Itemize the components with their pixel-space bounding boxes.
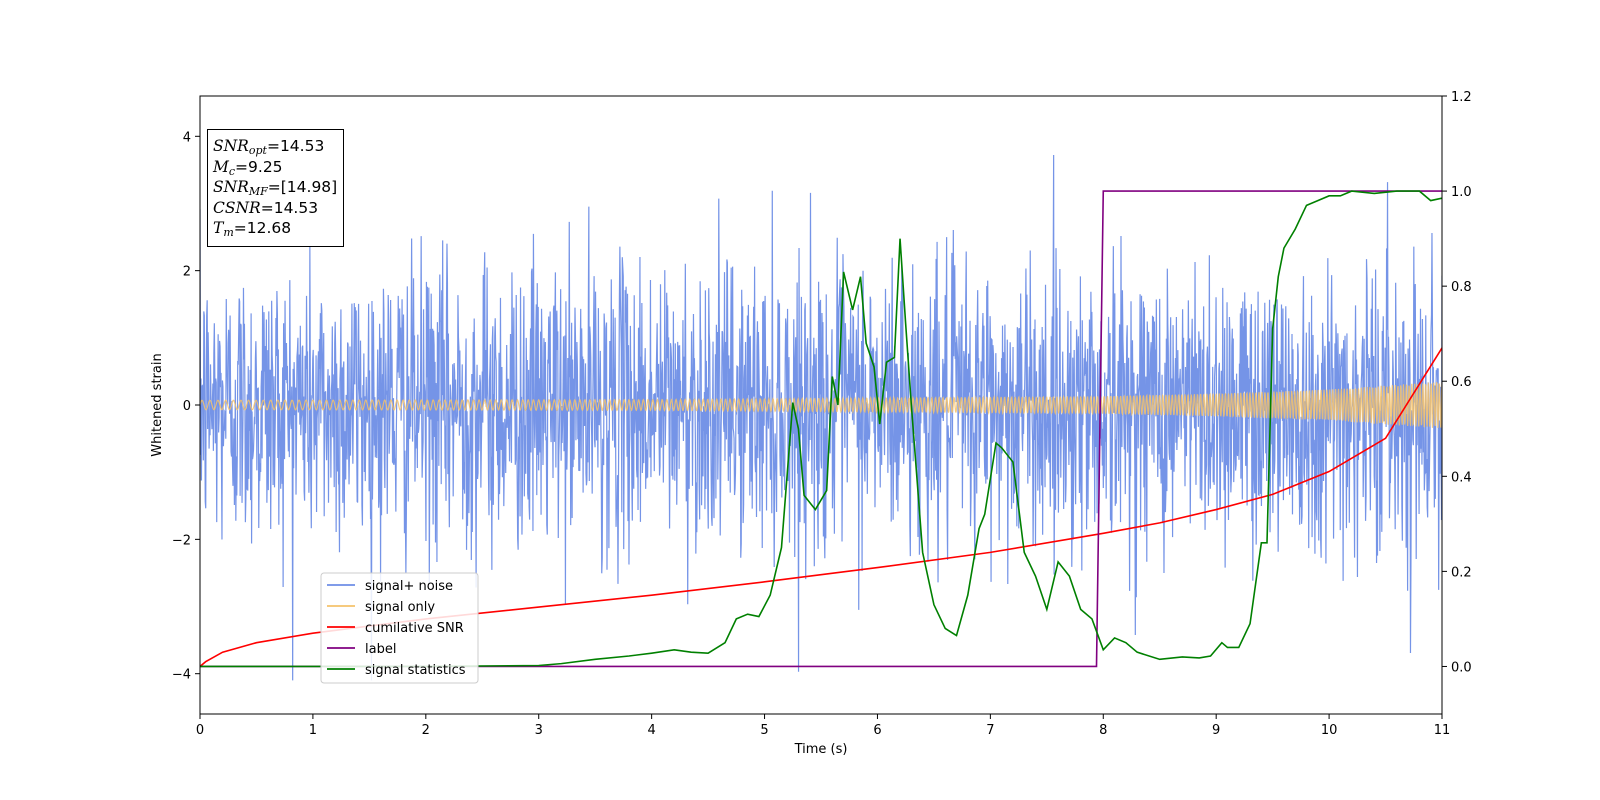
y-tick-label: 2 (183, 265, 191, 280)
y-tick-label: −2 (172, 533, 191, 548)
x-tick-label: 6 (873, 723, 881, 738)
x-axis: 0 1 2 3 4 5 6 7 8 9 10 11 (196, 714, 1450, 738)
annotation-box: SNRopt=14.53 Mc=9.25 SNRMF=[14.98] CSNR=… (207, 129, 344, 247)
series-signal-noise (200, 155, 1442, 681)
annotation-csnr: CSNR=14.53 (213, 198, 319, 217)
legend-label: label (365, 642, 396, 657)
y2-tick-label: 0.4 (1451, 470, 1472, 485)
series-label (200, 190, 1442, 668)
annotation-tm: Tm=12.68 (213, 219, 292, 239)
y2-tick-label: 0.2 (1451, 565, 1472, 580)
legend: signal+ noise signal only cumilative SNR la… (320, 572, 479, 684)
series-signal-only (200, 381, 1442, 429)
legend-label: signal only (365, 600, 435, 615)
annotation-mc: Mc=9.25 (213, 157, 283, 178)
y2-tick-label: 1.0 (1451, 185, 1472, 200)
y2-tick-label: 0.6 (1451, 375, 1472, 390)
legend-box (320, 572, 479, 684)
legend-label: signal statistics (365, 663, 466, 678)
x-tick-label: 0 (196, 723, 204, 738)
y2-tick-label: 0.8 (1451, 280, 1472, 295)
x-tick-label: 7 (986, 723, 994, 738)
y2-tick-label: 1.2 (1451, 90, 1472, 105)
legend-label: cumilative SNR (365, 621, 464, 636)
x-tick-label: 10 (1321, 723, 1338, 738)
annotation-snr-opt: SNRopt=14.53 (213, 137, 325, 157)
y-tick-label: 4 (183, 130, 191, 145)
x-tick-label: 1 (309, 723, 317, 738)
annotation-snr-mf: SNRMF=[14.98] (213, 178, 338, 198)
series-cumulative-snr (200, 347, 1442, 668)
noise-series-layer (200, 155, 1442, 681)
x-tick-label: 4 (647, 723, 655, 738)
x-axis-label: Time (s) (794, 742, 848, 757)
y-tick-label: −4 (172, 668, 191, 683)
x-tick-label: 8 (1099, 723, 1107, 738)
series-signal-statistics (200, 190, 1442, 668)
line-series-layer (200, 190, 1442, 668)
y-axis-right: 0.0 0.2 0.4 0.6 0.8 1.0 1.2 (1442, 90, 1472, 675)
y-axis-left: −4 −2 0 2 4 (172, 130, 200, 683)
legend-label: signal+ noise (365, 579, 453, 594)
y-tick-label: 0 (183, 399, 191, 414)
x-tick-label: 11 (1434, 723, 1451, 738)
x-tick-label: 2 (422, 723, 430, 738)
x-tick-label: 9 (1212, 723, 1220, 738)
y2-tick-label: 0.0 (1451, 660, 1472, 675)
x-tick-label: 5 (760, 723, 768, 738)
y-axis-label: Whitened strain (150, 353, 165, 456)
x-tick-label: 3 (535, 723, 543, 738)
